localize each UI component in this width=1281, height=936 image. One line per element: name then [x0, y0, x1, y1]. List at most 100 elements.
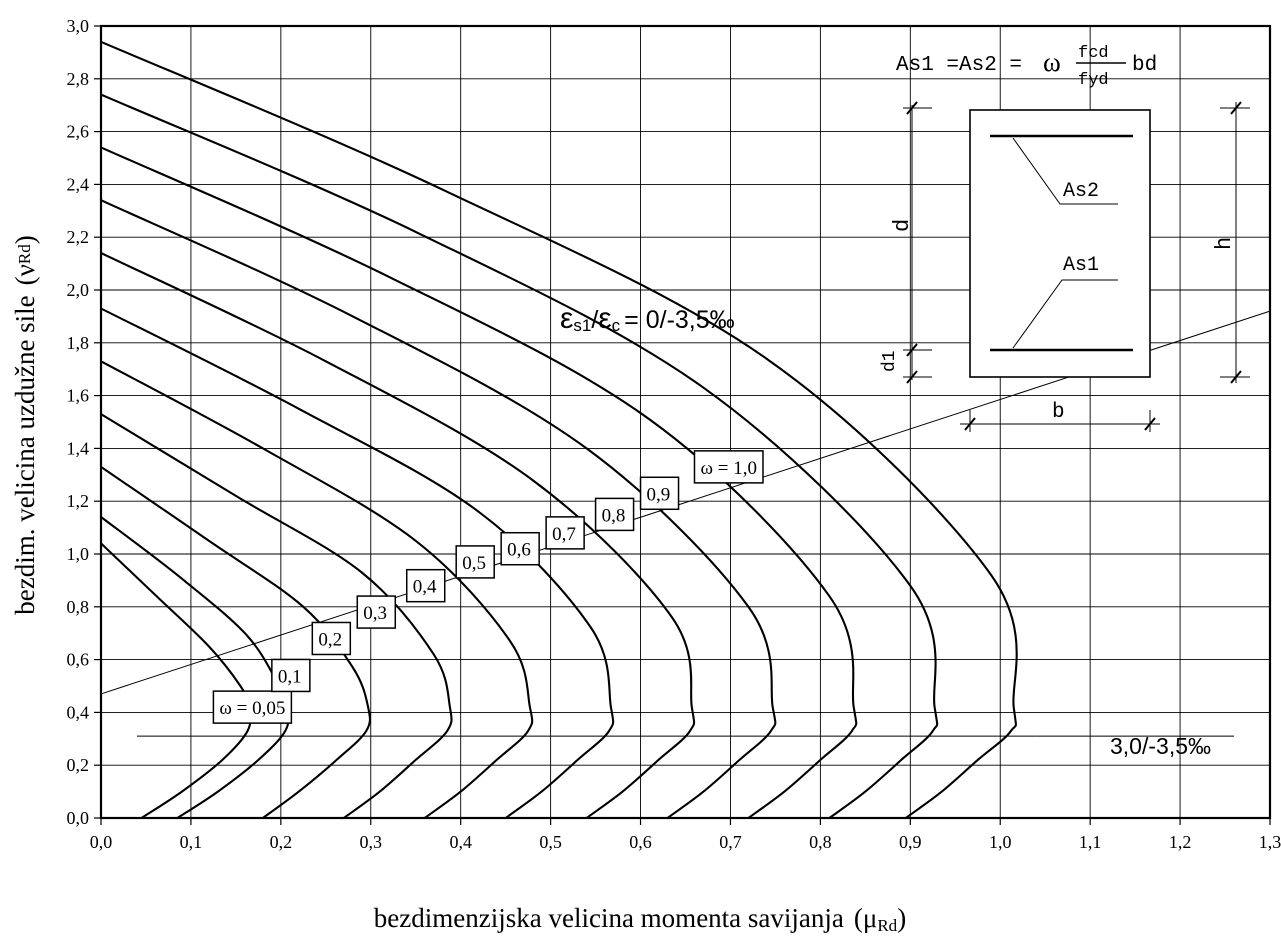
omega-curve-8 — [100, 146, 858, 819]
y-tick-label-13: 2,6 — [67, 122, 90, 142]
x-tick-label-3: 0,3 — [360, 832, 383, 852]
cross-section — [903, 101, 1250, 432]
as2-leader — [1012, 137, 1118, 205]
curve-label-6: 0,6 — [500, 531, 540, 566]
y-tick-label-0: 0,0 — [67, 808, 90, 828]
b-tick-right — [1144, 417, 1156, 431]
omega-curve-9 — [100, 93, 939, 819]
y-tick-label-3: 0,6 — [67, 650, 90, 670]
section-as2-label: As2 — [1063, 180, 1099, 203]
curve-label-text-6: 0,6 — [507, 540, 531, 561]
y-tick-label-5: 1,0 — [67, 544, 90, 564]
section-b-label: b — [1052, 401, 1065, 424]
y-tick-label-9: 1,8 — [67, 333, 90, 353]
curve-label-box-6 — [500, 531, 540, 566]
x-tick-label-9: 0,9 — [899, 832, 922, 852]
curve-label-box-1 — [271, 658, 311, 693]
curve-label-5: 0,5 — [455, 545, 495, 579]
section-d-label: d — [890, 219, 915, 232]
omega-curve-3 — [100, 413, 453, 819]
curve-label-text-0: ω = 0,05 — [219, 698, 285, 719]
curve-label-text-10: ω = 1,0 — [700, 458, 756, 479]
curve-label-box-9 — [639, 476, 680, 511]
x-tick-label-8: 0,8 — [809, 832, 832, 852]
y-tick-label-10: 2,0 — [67, 280, 90, 300]
x-tick-label-6: 0,6 — [629, 832, 652, 852]
strain-upper-annotation: εs1/εc = 0/-3,5‰ — [560, 302, 735, 335]
formula-rhs: bd — [1132, 54, 1157, 77]
h-tick-top — [1230, 101, 1242, 115]
curve-label-text-7: 0,7 — [552, 524, 576, 545]
strain-lower-annotation: 3,0/-3,5‰ — [1110, 733, 1211, 759]
curve-label-text-9: 0,9 — [647, 484, 671, 505]
x-tick-label-7: 0,7 — [719, 832, 742, 852]
curve-label-text-4: 0,4 — [413, 577, 437, 598]
omega-curves — [100, 40, 1018, 819]
curve-label-box-0 — [212, 690, 293, 724]
x-tick-label-11: 1,1 — [1079, 832, 1102, 852]
d-tick-top — [906, 101, 918, 115]
curve-labels: ω = 0,05 0,1 0,2 0,3 0,4 0,5 0,6 0,7 0,8 0,9 ω = 1… — [212, 450, 764, 724]
curve-label-4: 0,4 — [405, 568, 446, 603]
curve-label-9: 0,9 — [639, 476, 680, 511]
section-as1-label: As1 — [1063, 254, 1099, 277]
omega-curve-5 — [100, 307, 615, 819]
omega-curve-2 — [100, 466, 372, 819]
as1-leader — [1012, 279, 1118, 349]
section-d1-label: d1 — [880, 350, 900, 372]
x-tick-label-2: 0,2 — [270, 832, 293, 852]
curve-label-box-2 — [311, 621, 352, 656]
section-outline — [969, 109, 1151, 378]
curve-label-0: ω = 0,05 — [212, 690, 293, 724]
h-tick-bot — [1230, 370, 1242, 384]
formula-omega: ω — [1043, 47, 1061, 77]
curve-label-8: 0,8 — [594, 497, 635, 532]
curve-label-3: 0,3 — [356, 595, 397, 629]
section-h-label: h — [1212, 237, 1237, 250]
plot-frame — [99, 24, 1272, 820]
x-tick-label-12: 1,2 — [1169, 832, 1192, 852]
omega-curve-0 — [100, 542, 252, 819]
x-tick-label-13: 1,3 — [1259, 832, 1281, 852]
omega-curve-10 — [100, 40, 1018, 819]
curve-label-box-4 — [405, 568, 446, 603]
x-tick-label-1: 0,1 — [180, 832, 203, 852]
tick-labels: 0,0 0,1 0,2 0,3 0,4 0,5 0,6 0,7 0,8 0,9 1,0 1,1 1,2 1… — [67, 16, 1281, 852]
y-tick-label-2: 0,4 — [67, 702, 90, 722]
formula-denominator: fyd — [1078, 71, 1109, 90]
y-tick-label-8: 1,6 — [67, 386, 90, 406]
d-tick-bot — [906, 370, 918, 384]
y-tick-label-14: 2,8 — [67, 69, 90, 89]
omega-curve-7 — [100, 199, 777, 819]
curve-label-box-10 — [693, 450, 764, 484]
curve-label-text-8: 0,8 — [602, 505, 626, 526]
formula-lhs: As1 =As2 = — [896, 54, 1022, 77]
y-tick-label-12: 2,4 — [67, 174, 90, 194]
x-tick-label-0: 0,0 — [90, 832, 113, 852]
reinforcement-formula: As1 =As2 = ω fcd fyd bd — [896, 44, 1157, 90]
b-tick-left — [964, 417, 976, 431]
curve-label-box-7 — [545, 516, 585, 550]
curve-label-box-5 — [455, 545, 495, 579]
curve-label-text-2: 0,2 — [318, 629, 342, 650]
x-axis-title: bezdimenzijska velicina momenta savijanj… — [374, 903, 906, 935]
curve-label-text-1: 0,1 — [278, 666, 302, 687]
y-tick-label-1: 0,2 — [67, 755, 90, 775]
y-tick-label-4: 0,8 — [67, 597, 90, 617]
y-axis-title: bezdim. velicina uzdužne sile(νRd) — [10, 235, 40, 614]
curve-label-7: 0,7 — [545, 516, 585, 550]
omega-curve-6 — [100, 252, 696, 819]
y-tick-label-11: 2,2 — [67, 227, 90, 247]
curve-label-text-3: 0,3 — [363, 603, 387, 624]
curve-label-1: 0,1 — [271, 658, 311, 693]
y-tick-label-7: 1,4 — [67, 438, 90, 458]
curve-label-box-3 — [356, 595, 397, 629]
omega-curve-4 — [100, 360, 534, 819]
d-tick-mid — [906, 343, 918, 357]
x-tick-label-10: 1,0 — [989, 832, 1012, 852]
curve-label-box-8 — [594, 497, 635, 532]
y-tick-label-6: 1,2 — [67, 491, 90, 511]
curve-label-text-5: 0,5 — [462, 553, 486, 574]
formula-numerator: fcd — [1078, 44, 1109, 63]
